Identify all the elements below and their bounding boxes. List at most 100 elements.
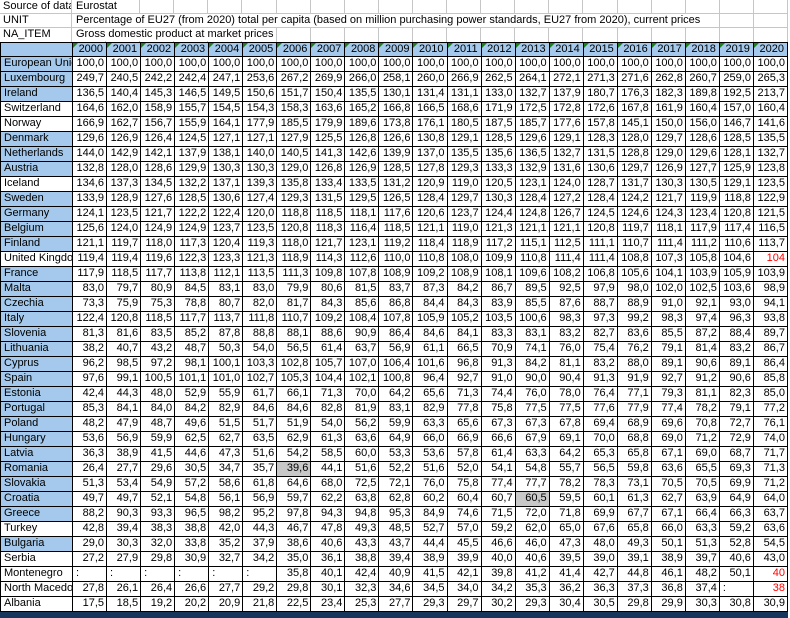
country-label-cell[interactable]: Greece bbox=[1, 507, 73, 522]
data-cell[interactable]: 124,5 bbox=[583, 207, 618, 222]
data-cell[interactable]: 74,1 bbox=[515, 342, 550, 357]
data-cell[interactable]: 102,5 bbox=[685, 282, 720, 297]
data-cell[interactable]: 84,0 bbox=[141, 402, 176, 417]
data-cell[interactable]: 56,9 bbox=[107, 432, 142, 447]
data-cell[interactable]: 76,0 bbox=[515, 387, 550, 402]
data-cell[interactable]: 135,5 bbox=[753, 132, 788, 147]
data-cell[interactable]: 51,6 bbox=[243, 447, 278, 462]
data-cell[interactable]: 168,6 bbox=[447, 102, 482, 117]
country-label-cell[interactable]: Italy bbox=[1, 312, 73, 327]
data-cell[interactable]: 103,9 bbox=[685, 267, 720, 282]
data-cell[interactable]: 100,0 bbox=[719, 57, 754, 72]
year-header-cell[interactable]: 2016 bbox=[617, 43, 652, 57]
data-cell[interactable]: 135,6 bbox=[481, 147, 516, 162]
data-cell[interactable]: 64,0 bbox=[753, 492, 788, 507]
data-cell[interactable]: 180,7 bbox=[583, 87, 618, 102]
data-cell[interactable]: 44,4 bbox=[413, 537, 448, 552]
country-label-cell[interactable]: Serbia bbox=[1, 552, 73, 567]
data-cell[interactable]: 52,7 bbox=[413, 522, 448, 537]
country-label-cell[interactable]: Montenegro bbox=[1, 567, 73, 582]
data-cell[interactable]: 113,5 bbox=[243, 267, 278, 282]
country-label-cell[interactable]: Iceland bbox=[1, 177, 73, 192]
data-cell[interactable]: 38,6 bbox=[277, 537, 312, 552]
data-cell[interactable]: 100,0 bbox=[583, 57, 618, 72]
data-cell[interactable]: 41,5 bbox=[141, 447, 176, 462]
data-cell[interactable]: 112,5 bbox=[549, 237, 584, 252]
empty-cell[interactable] bbox=[686, 28, 720, 42]
data-cell[interactable]: 110,7 bbox=[277, 312, 312, 327]
data-cell[interactable]: 132,9 bbox=[515, 162, 550, 177]
data-cell[interactable]: 60,1 bbox=[583, 492, 618, 507]
data-cell[interactable]: 177,6 bbox=[549, 117, 584, 132]
data-cell[interactable]: 171,9 bbox=[481, 102, 516, 117]
data-cell[interactable]: 145,1 bbox=[617, 117, 652, 132]
year-header-cell[interactable]: 2004 bbox=[209, 43, 244, 57]
data-cell[interactable]: 98,2 bbox=[209, 507, 244, 522]
data-cell[interactable]: 259,0 bbox=[719, 72, 754, 87]
data-cell[interactable]: 62,2 bbox=[311, 492, 346, 507]
data-cell[interactable]: 119,6 bbox=[141, 252, 176, 267]
data-cell[interactable]: 129,7 bbox=[651, 132, 686, 147]
data-cell[interactable]: 56,5 bbox=[583, 462, 618, 477]
data-cell[interactable]: 100,0 bbox=[685, 57, 720, 72]
data-cell[interactable]: 266,9 bbox=[447, 72, 482, 87]
data-cell[interactable]: 34,2 bbox=[481, 582, 516, 597]
data-cell[interactable]: 42,1 bbox=[447, 567, 482, 582]
data-cell[interactable]: 105,6 bbox=[617, 267, 652, 282]
data-cell[interactable]: 79,1 bbox=[719, 402, 754, 417]
data-cell[interactable]: 126,5 bbox=[379, 192, 414, 207]
data-cell[interactable]: 126,7 bbox=[549, 207, 584, 222]
data-cell[interactable]: 111,8 bbox=[243, 312, 278, 327]
data-cell[interactable]: 128,8 bbox=[617, 147, 652, 162]
data-cell[interactable]: 70,9 bbox=[481, 342, 516, 357]
data-cell[interactable]: 158,9 bbox=[141, 102, 176, 117]
data-cell[interactable]: 94,8 bbox=[345, 507, 380, 522]
data-cell[interactable]: 77,4 bbox=[651, 402, 686, 417]
data-cell[interactable]: 83,1 bbox=[209, 282, 244, 297]
data-cell[interactable]: 63,7 bbox=[753, 507, 788, 522]
data-cell[interactable]: 85,8 bbox=[753, 372, 788, 387]
data-cell[interactable]: 38 bbox=[753, 582, 788, 597]
data-cell[interactable]: 52,0 bbox=[447, 462, 482, 477]
data-cell[interactable]: 140,5 bbox=[277, 147, 312, 162]
data-cell[interactable]: 107,8 bbox=[379, 312, 414, 327]
data-cell[interactable]: 62,7 bbox=[209, 432, 244, 447]
data-cell[interactable]: 158,3 bbox=[277, 102, 312, 117]
data-cell[interactable]: 67,7 bbox=[617, 507, 652, 522]
data-cell[interactable]: 111,1 bbox=[583, 237, 618, 252]
data-cell[interactable]: 84,3 bbox=[447, 297, 482, 312]
data-cell[interactable]: 39,1 bbox=[617, 552, 652, 567]
data-cell[interactable]: 82,9 bbox=[209, 402, 244, 417]
data-cell[interactable]: 119,3 bbox=[243, 237, 278, 252]
data-cell[interactable]: 124,9 bbox=[175, 222, 210, 237]
data-cell[interactable]: 27,8 bbox=[73, 582, 108, 597]
data-cell[interactable]: 123,3 bbox=[209, 252, 244, 267]
data-cell[interactable]: 111,2 bbox=[685, 237, 720, 252]
data-cell[interactable]: 46,0 bbox=[515, 537, 550, 552]
data-cell[interactable]: 77,6 bbox=[583, 402, 618, 417]
data-cell[interactable]: 123,7 bbox=[209, 222, 244, 237]
data-cell[interactable]: 30,4 bbox=[549, 597, 584, 612]
data-cell[interactable]: 131,5 bbox=[311, 192, 346, 207]
data-cell[interactable]: 84,4 bbox=[413, 297, 448, 312]
data-cell[interactable]: 121,7 bbox=[141, 207, 176, 222]
data-cell[interactable]: 137,9 bbox=[549, 87, 584, 102]
data-cell[interactable]: 47,3 bbox=[549, 537, 584, 552]
data-cell[interactable]: 57,0 bbox=[447, 522, 482, 537]
data-cell[interactable]: 142,6 bbox=[345, 147, 380, 162]
data-cell[interactable]: 61,8 bbox=[243, 477, 278, 492]
country-label-cell[interactable]: Switzerland bbox=[1, 102, 73, 117]
data-cell[interactable]: 92,1 bbox=[685, 297, 720, 312]
data-cell[interactable]: 140,4 bbox=[107, 87, 142, 102]
data-cell[interactable]: 98,0 bbox=[617, 282, 652, 297]
data-cell[interactable]: 141,3 bbox=[311, 147, 346, 162]
data-cell[interactable]: 63,3 bbox=[515, 447, 550, 462]
data-cell[interactable]: 120,9 bbox=[413, 177, 448, 192]
data-cell[interactable]: 83,3 bbox=[481, 327, 516, 342]
data-cell[interactable]: 60,2 bbox=[413, 492, 448, 507]
data-cell[interactable]: 78,3 bbox=[583, 477, 618, 492]
data-cell[interactable]: 132,8 bbox=[73, 162, 108, 177]
data-cell[interactable]: 123,4 bbox=[685, 207, 720, 222]
data-cell[interactable]: 87,3 bbox=[413, 282, 448, 297]
data-cell[interactable]: 117,9 bbox=[73, 267, 108, 282]
